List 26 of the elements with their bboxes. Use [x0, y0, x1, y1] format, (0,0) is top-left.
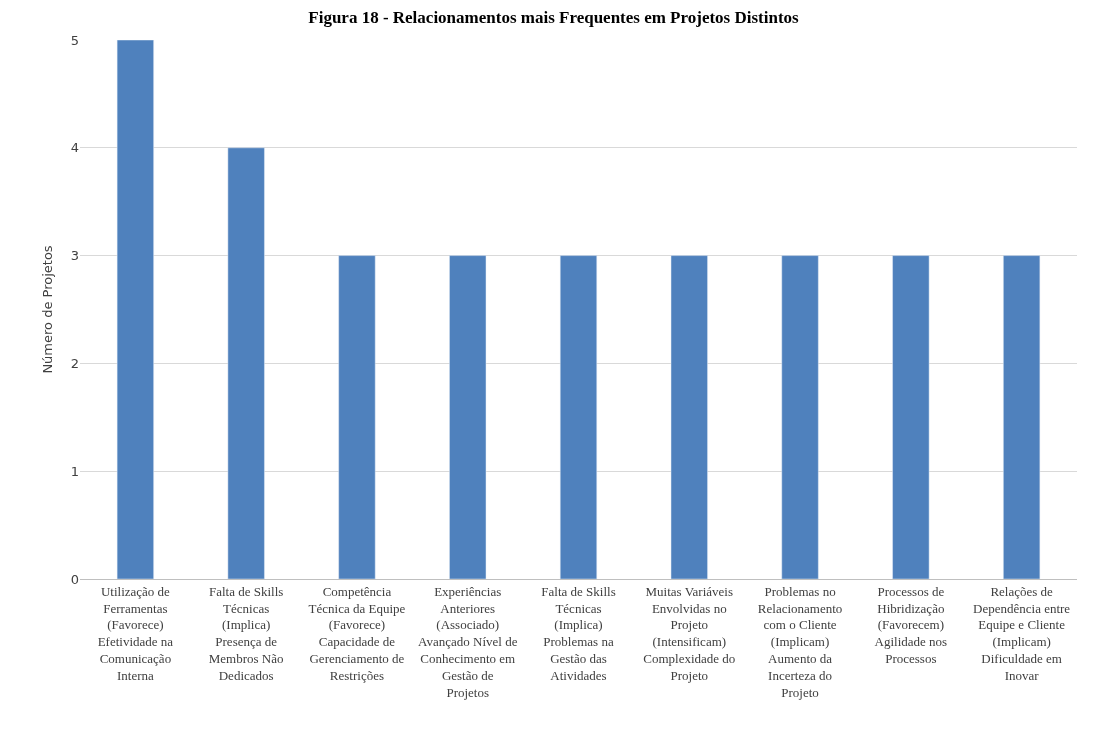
bar: [1003, 255, 1041, 579]
x-tick-label: Utilização de Ferramentas (Favorece) Efetividade na Comunicação Interna: [97, 583, 174, 684]
x-tick-label: Experiências Anteriores (Associado) Avançado Nível de Conhecimento em Gestão de Projetos: [418, 583, 518, 700]
x-tick-label: Muitas Variáveis Envolvidas no Projeto (Intensificam) Complexidade do Projeto: [643, 583, 736, 684]
y-tick-label: 5: [70, 32, 79, 48]
x-tick-label: Falta de Skills Técnicas (Implica) Presença de Membros Não Dedicados: [208, 583, 284, 684]
bar: [338, 255, 376, 579]
bar: [670, 255, 708, 579]
y-tick-label: 4: [70, 140, 79, 156]
chart-title: Figura 18 - Relacionamentos mais Frequentes em Projetos Distintos: [308, 7, 800, 27]
y-tick-label: 2: [70, 355, 79, 371]
y-tick-label: 0: [70, 571, 79, 587]
y-tick-label: 1: [70, 463, 79, 479]
x-tick-label: Falta de Skills Técnicas (Implica) Problemas na Gestão das Atividades: [541, 583, 616, 684]
y-axis-title: Número de Projetos: [39, 245, 55, 374]
bar: [892, 255, 930, 579]
bar: [449, 255, 487, 579]
bar: [227, 147, 265, 579]
x-tick-label: Relações de Dependência entre Equipe e Cliente (Implicam) Dificuldade em Inovar: [973, 583, 1071, 684]
bar: [781, 255, 819, 579]
y-tick-label: 3: [70, 248, 79, 264]
bar: [116, 40, 154, 579]
x-tick-label: Competência Técnica da Equipe (Favorece) Capacidade de Gerenciamento de Restrições: [308, 583, 406, 684]
bar: [559, 255, 598, 579]
x-tick-label: Processos de Hibridização (Favorecem) Agilidade nos Processos: [874, 583, 948, 667]
x-tick-label: Problemas no Relacionamento com o Cliente (Implicam) Aumento da Incerteza do Projeto: [757, 583, 843, 700]
